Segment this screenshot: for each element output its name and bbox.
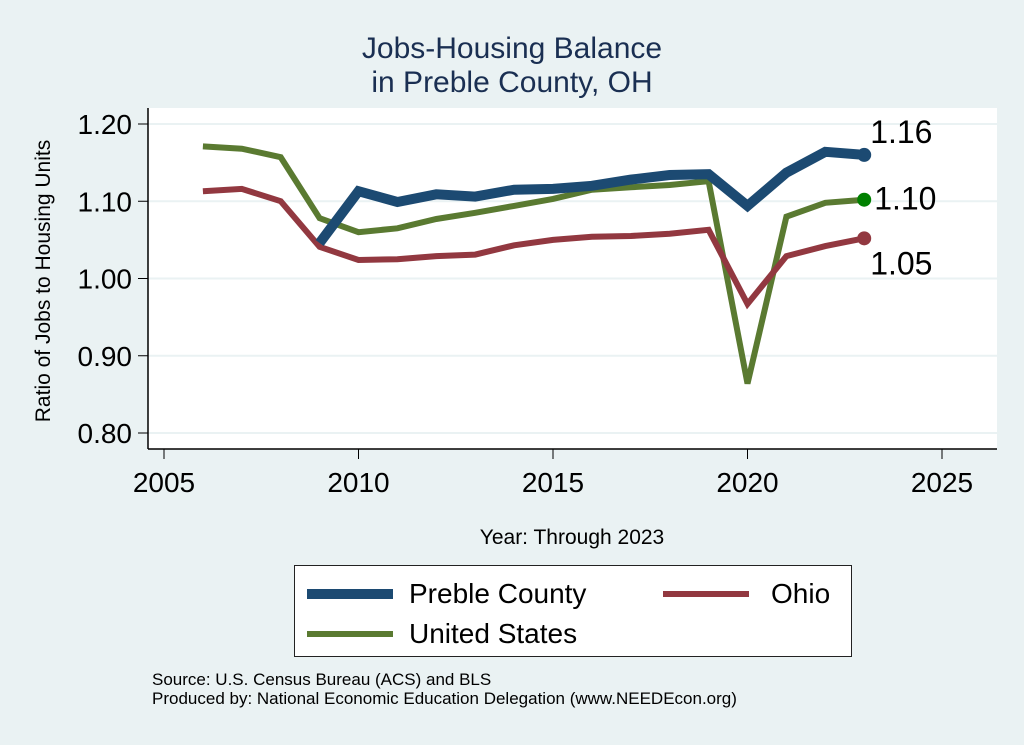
legend-item-preble-county: Preble County: [307, 578, 586, 610]
x-tick-label: 2020: [716, 467, 778, 498]
end-label-preble-county: 1.16: [870, 114, 932, 150]
series-layer: 1.10 1.05 1.16: [202, 114, 936, 385]
legend-swatch-ohio: [663, 591, 749, 597]
x-tick-label: 2015: [522, 467, 584, 498]
legend-label: United States: [409, 618, 578, 649]
series-line-ohio: [202, 185, 865, 310]
series-line-united-states: [202, 143, 865, 385]
legend-swatch-preble-county: [307, 589, 393, 599]
axes: 0.80 0.90 1.00 1.10 1.20 2005 2010 2015 2020 2025: [78, 108, 997, 498]
produced-by-text: Produced by: National Economic Education…: [152, 689, 737, 708]
legend-item-united-states: United States: [307, 618, 577, 650]
end-marker-ohio: [857, 231, 872, 246]
legend-label: Preble County: [409, 578, 587, 609]
chart-subtitle: in Preble County, OH: [371, 66, 653, 99]
legend-swatch-united-states: [307, 631, 393, 637]
legend-label: Ohio: [771, 578, 831, 609]
end-marker-united-states: [857, 192, 872, 207]
source-note: Source: U.S. Census Bureau (ACS) and BLS…: [152, 670, 737, 708]
legend-item-ohio: Ohio: [663, 578, 830, 610]
x-tick-label: 2005: [133, 467, 195, 498]
y-tick-label: 1.20: [78, 109, 133, 140]
legend: Preble County Ohio United States: [294, 565, 852, 657]
end-label-ohio: 1.05: [870, 245, 932, 281]
x-tick-label: 2010: [327, 467, 389, 498]
line-chart: 1.10 1.05 1.16 0.80 0.90 1.00 1.10 1.20 2005 201…: [32, 108, 997, 549]
y-tick-label: 0.90: [78, 341, 133, 372]
y-tick-label: 1.10: [78, 186, 133, 217]
end-label-united-states: 1.10: [874, 181, 936, 217]
chart-title: Jobs-Housing Balance: [361, 32, 663, 65]
y-axis-title: Ratio of Jobs to Housing Units: [32, 140, 55, 422]
end-marker-preble-county: [857, 147, 872, 162]
x-axis-title: Year: Through 2023: [480, 526, 665, 549]
series-line-preble-county: [315, 146, 865, 247]
y-tick-label: 0.80: [78, 418, 133, 449]
x-tick-label: 2025: [911, 467, 973, 498]
source-text: Source: U.S. Census Bureau (ACS) and BLS: [152, 670, 492, 689]
y-tick-label: 1.00: [78, 264, 133, 295]
